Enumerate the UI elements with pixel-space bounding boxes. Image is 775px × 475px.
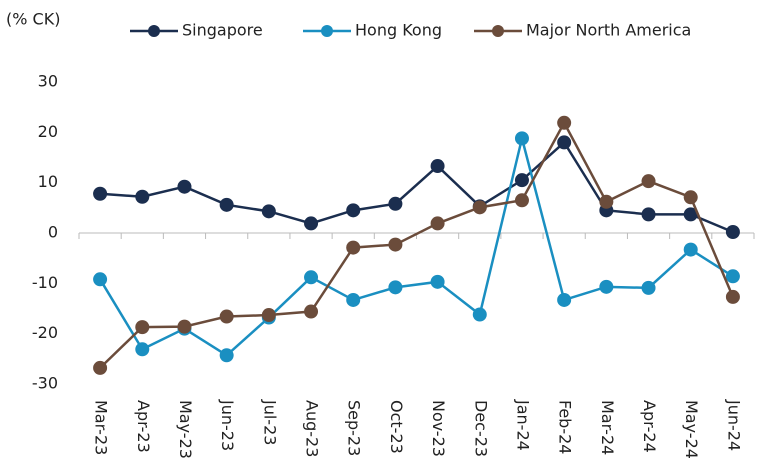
x-tick-label: Jan-24 [513, 399, 532, 451]
legend-marker [492, 25, 504, 37]
data-point [514, 173, 529, 188]
x-tick-label: Dec-23 [471, 400, 490, 457]
x-tick-label: Jun-23 [218, 399, 237, 451]
x-tick-label: Aug-23 [303, 400, 322, 457]
x-tick-label: Jun-24 [724, 399, 743, 451]
data-point [430, 274, 445, 289]
data-point [93, 272, 108, 287]
data-point [599, 279, 614, 294]
data-point [219, 348, 234, 363]
data-point [683, 190, 698, 205]
data-point [388, 280, 403, 295]
data-point [219, 197, 234, 212]
data-point [93, 186, 108, 201]
data-point [725, 269, 740, 284]
y-tick-label: 0 [48, 223, 58, 242]
data-point [304, 304, 319, 319]
y-tick-label: -20 [32, 323, 58, 342]
y-tick-label: -30 [32, 374, 58, 393]
data-point [557, 115, 572, 130]
data-point [135, 320, 150, 335]
legend-label: Major North America [526, 21, 691, 40]
data-point [641, 207, 656, 222]
data-point [388, 196, 403, 211]
x-tick-label: May-23 [176, 400, 195, 459]
x-tick-label: May-24 [682, 400, 701, 459]
data-point [725, 224, 740, 239]
series-line [99, 120, 735, 369]
data-point [683, 207, 698, 222]
data-point [599, 194, 614, 209]
x-tick-label: Feb-24 [556, 400, 575, 454]
x-tick-label: Jul-23 [260, 399, 279, 445]
data-point [430, 159, 445, 174]
x-tick-label: Oct-23 [387, 400, 406, 454]
data-point [346, 292, 361, 307]
legend-label: Hong Kong [355, 21, 442, 40]
data-point [261, 204, 276, 219]
x-tick-label: Mar-23 [92, 400, 111, 455]
data-point [430, 216, 445, 231]
y-tick-label: 20 [38, 122, 58, 141]
data-point [725, 289, 740, 304]
legend-label: Singapore [182, 21, 263, 40]
x-tick-label: Nov-23 [429, 400, 448, 457]
x-tick-label: Apr-23 [134, 400, 153, 453]
series-line [100, 140, 734, 234]
data-point [304, 270, 319, 285]
data-point [641, 280, 656, 295]
data-point [557, 292, 572, 307]
data-point [135, 189, 150, 204]
legend-marker [321, 25, 333, 37]
x-tick-label: Sep-23 [345, 400, 364, 456]
data-point [388, 237, 403, 252]
data-point [135, 342, 150, 357]
data-point [93, 360, 108, 375]
y-tick-label: 10 [38, 172, 58, 191]
data-point [472, 200, 487, 215]
data-point [177, 179, 192, 194]
data-point [346, 240, 361, 255]
data-point [346, 203, 361, 218]
x-tick-label: Apr-24 [640, 400, 659, 453]
data-point [514, 193, 529, 208]
data-point [514, 131, 529, 146]
legend-marker [148, 25, 160, 37]
data-point [472, 307, 487, 322]
data-point [219, 309, 234, 324]
series-line [99, 138, 734, 357]
y-tick-label: 30 [38, 72, 58, 91]
data-point [557, 135, 572, 150]
y-tick-label: -10 [32, 273, 58, 292]
y-axis-label: (% CK) [6, 10, 60, 29]
x-tick-label: Mar-24 [598, 400, 617, 455]
data-point [641, 174, 656, 189]
data-point [261, 308, 276, 323]
data-point [177, 319, 192, 334]
data-point [683, 242, 698, 257]
data-point [304, 216, 319, 231]
